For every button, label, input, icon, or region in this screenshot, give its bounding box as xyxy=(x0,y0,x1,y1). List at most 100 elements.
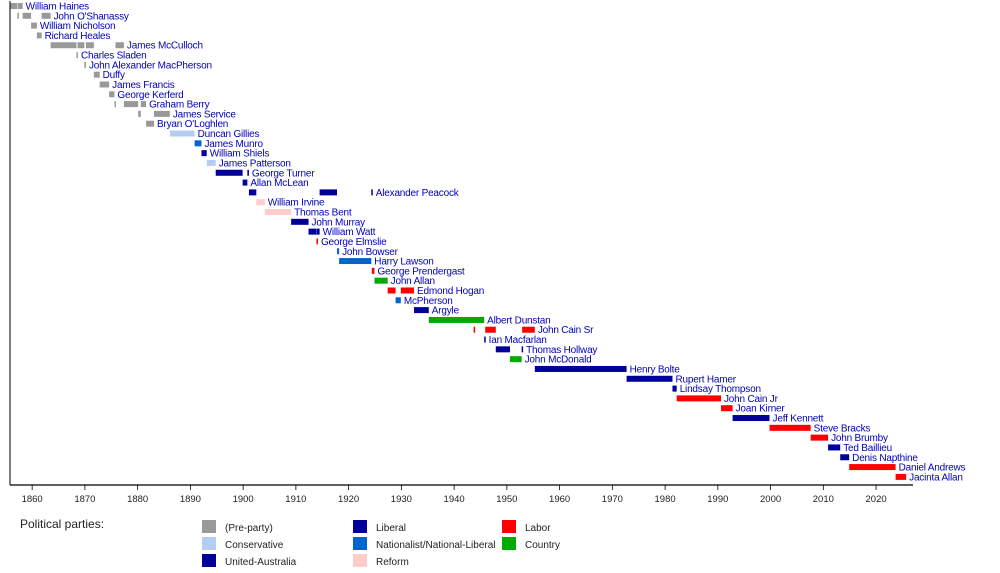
term-bar xyxy=(769,424,811,431)
term-bar xyxy=(247,169,249,176)
x-tick-label: 1960 xyxy=(549,494,570,505)
term-bar xyxy=(140,101,147,108)
term-bar xyxy=(522,326,535,333)
premier-label: Allan McLean xyxy=(250,178,308,189)
premier-label: Thomas Bent xyxy=(294,208,352,219)
x-tick-label: 1990 xyxy=(707,494,728,505)
term-bar xyxy=(721,405,733,412)
term-bar xyxy=(215,169,243,176)
term-bar xyxy=(242,179,248,186)
premier-label: Charles Sladen xyxy=(81,51,147,62)
term-bar xyxy=(484,336,486,343)
premier-label: Steve Bracks xyxy=(814,423,871,434)
x-tick-label: 1930 xyxy=(391,494,412,505)
term-bar xyxy=(138,110,141,117)
legend-swatch xyxy=(353,537,367,550)
term-bar xyxy=(17,12,19,19)
term-bar xyxy=(732,415,770,422)
x-tick-label: 1950 xyxy=(496,494,517,505)
premier-label: John Bowser xyxy=(342,247,398,258)
x-tick-label: 1970 xyxy=(602,494,623,505)
x-tick-label: 2000 xyxy=(760,494,781,505)
legend-swatch xyxy=(202,520,216,533)
premier-label: John Allan xyxy=(391,276,435,287)
term-bar xyxy=(206,159,216,166)
term-bar xyxy=(41,12,51,19)
premier-label: George Elmslie xyxy=(321,237,387,248)
premier-label: John Murray xyxy=(312,217,366,228)
x-tick-label: 1880 xyxy=(127,494,148,505)
premier-label: Albert Dunstan xyxy=(487,315,550,326)
term-bar xyxy=(201,150,207,157)
x-tick-label: 1940 xyxy=(444,494,465,505)
term-bar xyxy=(76,52,78,59)
term-bar xyxy=(337,248,340,255)
premier-label: Lindsay Thompson xyxy=(680,384,761,395)
premier-label: William Irvine xyxy=(268,198,325,209)
premier-label: James Francis xyxy=(112,80,175,91)
term-bar xyxy=(99,81,110,88)
term-bar xyxy=(485,326,496,333)
legend-title: Political parties: xyxy=(20,517,104,531)
term-bar xyxy=(387,287,396,294)
term-bar xyxy=(308,228,317,235)
legend-label: Country xyxy=(525,540,560,551)
premier-label: James Munro xyxy=(204,139,263,150)
premier-label: Duncan Gillies xyxy=(198,129,260,140)
term-bar xyxy=(371,267,375,274)
legend-label: Reform xyxy=(376,557,409,568)
premier-label: George Turner xyxy=(252,168,315,179)
term-bar xyxy=(339,258,372,265)
premier-label: John O'Shanassy xyxy=(54,11,129,22)
legend-label: Nationalist/National-Liberal xyxy=(376,540,496,551)
premier-label: Ian Macfarlan xyxy=(489,335,547,346)
premier-label: Ted Baillieu xyxy=(843,443,892,454)
term-bar xyxy=(510,356,522,363)
term-bar xyxy=(676,395,722,402)
premier-label: James Patterson xyxy=(219,158,291,169)
legend-label: United-Australia xyxy=(225,557,297,568)
term-bar xyxy=(194,140,202,147)
premier-label: Richard Heales xyxy=(45,31,111,42)
term-bar xyxy=(115,42,124,49)
x-tick-label: 2020 xyxy=(866,494,887,505)
legend-swatch xyxy=(353,554,367,567)
premier-label: George Kerferd xyxy=(117,90,183,101)
term-bar xyxy=(114,101,116,108)
legend-swatch xyxy=(202,537,216,550)
term-bar xyxy=(50,42,77,49)
premier-label: George Prendergast xyxy=(377,266,464,277)
x-tick-label: 1980 xyxy=(655,494,676,505)
term-bar xyxy=(840,454,850,461)
legend-label: Liberal xyxy=(376,523,406,534)
term-bar xyxy=(169,130,195,137)
term-bar xyxy=(31,22,37,29)
term-bar xyxy=(36,32,42,39)
term-bar xyxy=(371,189,373,196)
x-tick-label: 2010 xyxy=(813,494,834,505)
term-bar xyxy=(828,444,841,451)
term-bar xyxy=(473,326,476,333)
premier-label: Henry Bolte xyxy=(630,364,681,375)
premier-label: John Cain Sr xyxy=(538,325,594,336)
term-bar xyxy=(256,199,265,206)
term-bar xyxy=(316,238,318,245)
x-tick-label: 1910 xyxy=(285,494,306,505)
term-bar xyxy=(248,189,257,196)
premier-label: Joan Kirner xyxy=(736,404,786,415)
term-bar xyxy=(153,110,170,117)
legend-label: Conservative xyxy=(225,540,284,551)
term-bar xyxy=(93,71,100,78)
term-bar xyxy=(495,346,511,353)
term-bar xyxy=(400,287,415,294)
premier-label: Thomas Hollway xyxy=(526,345,597,356)
premier-label: William Watt xyxy=(323,227,376,238)
term-bar xyxy=(85,42,94,49)
premier-label: John Alexander MacPherson xyxy=(89,60,212,71)
premier-label: William Nicholson xyxy=(40,21,116,32)
term-bar xyxy=(123,101,139,108)
legend-swatch xyxy=(502,537,516,550)
premier-label: James Service xyxy=(173,109,237,120)
term-bar xyxy=(534,365,627,372)
